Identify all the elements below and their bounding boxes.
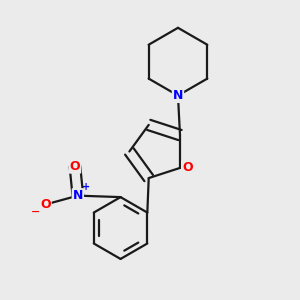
Text: O: O [40,198,51,211]
Text: N: N [73,189,83,202]
Text: −: − [31,207,40,217]
Text: O: O [182,161,193,174]
Text: +: + [82,182,90,192]
Text: N: N [173,89,183,102]
Text: O: O [70,160,80,173]
